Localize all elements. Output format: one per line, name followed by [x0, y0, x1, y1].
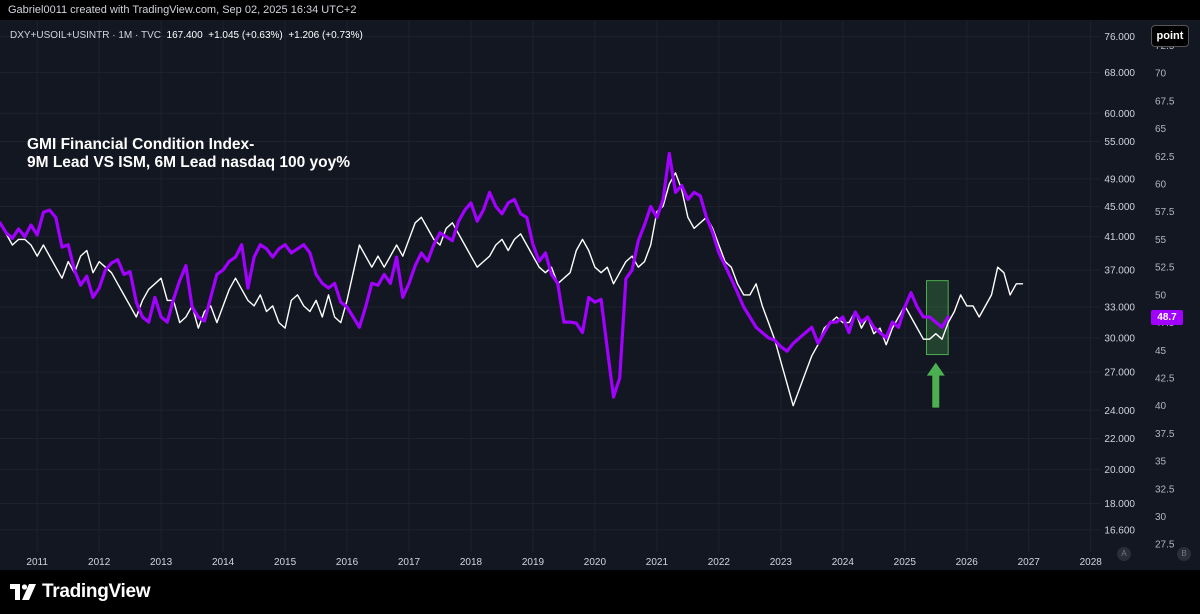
left-axis-tick-label: 55.000: [1104, 137, 1135, 148]
left-axis-tick-label: 41.000: [1104, 232, 1135, 243]
auto-scale-button[interactable]: A: [1117, 547, 1131, 561]
purple-series-line: [0, 151, 950, 399]
x-tick-label: 2019: [522, 557, 545, 568]
right-axis-tick-label: 50: [1155, 290, 1167, 301]
left-axis-tick-label: 49.000: [1104, 174, 1135, 185]
x-tick-label: 2023: [770, 557, 793, 568]
legend-change-2: +1.206 (+0.73%): [288, 30, 363, 41]
right-axis-tick-label: 42.5: [1155, 373, 1175, 384]
up-arrow: [926, 362, 945, 408]
x-tick-label: 2017: [398, 557, 421, 568]
tradingview-logo[interactable]: TradingView: [10, 580, 151, 604]
right-axis-tick-label: 37.5: [1155, 429, 1175, 440]
left-axis-tick-label: 45.000: [1104, 202, 1135, 213]
right-axis-tick-label: 65: [1155, 124, 1167, 135]
left-axis-tick-label: 60.000: [1104, 109, 1135, 120]
left-axis-tick-label: 18.000: [1104, 499, 1135, 510]
right-axis-tick-label: 45: [1155, 346, 1167, 357]
left-axis-tick-label: 68.000: [1104, 68, 1135, 79]
x-tick-label: 2022: [708, 557, 731, 568]
current-value-label: 48.7: [1151, 310, 1183, 325]
tradingview-logo-text: TradingView: [42, 581, 151, 602]
attribution-text: Gabriel0011 created with TradingView.com…: [8, 4, 357, 16]
x-tick-label: 2016: [336, 557, 359, 568]
left-axis-tick-label: 22.000: [1104, 434, 1135, 445]
x-tick-label: 2025: [894, 557, 917, 568]
x-tick-label: 2024: [832, 557, 855, 568]
legend-symbol: DXY+USOIL+USINTR · 1M · TVC: [10, 30, 161, 41]
x-tick-label: 2011: [26, 557, 48, 568]
plot-background: [0, 20, 1200, 570]
x-tick-label: 2012: [88, 557, 111, 568]
x-tick-label: 2027: [1018, 557, 1041, 568]
left-axis-tick-label: 33.000: [1104, 303, 1135, 314]
left-axis-tick-label: 37.000: [1104, 265, 1135, 276]
x-tick-label: 2014: [212, 557, 235, 568]
chart-svg[interactable]: 76.000 68.000 60.000 55.000 49.000 45.000 41.0…: [0, 20, 1200, 570]
left-axis-tick-label: 27.000: [1104, 368, 1135, 379]
left-axis-tick-label: 16.600: [1104, 525, 1135, 536]
scale-b-button[interactable]: B: [1177, 547, 1191, 561]
x-tick-label: 2026: [956, 557, 979, 568]
chart-title-line-1: GMI Financial Condition Index-: [27, 136, 255, 153]
x-tick-label: 2021: [646, 557, 669, 568]
x-tick-label: 2013: [150, 557, 173, 568]
right-axis-tick-label: 55: [1155, 235, 1167, 246]
right-axis-tick-label: 52.5: [1155, 263, 1175, 274]
right-axis-tick-label: 32.5: [1155, 484, 1175, 495]
x-tick-label: 2015: [274, 557, 297, 568]
right-axis-tick-label: 60: [1155, 180, 1167, 191]
vertical-grid: [36, 20, 1092, 552]
chart-title-line-2: 9M Lead VS ISM, 6M Lead nasdaq 100 yoy%: [27, 154, 351, 171]
symbol-legend: DXY+USOIL+USINTR · 1M · TVC 167.400 +1.0…: [10, 30, 363, 41]
x-tick-label: 2020: [584, 557, 607, 568]
footer: TradingView: [0, 570, 1200, 614]
horizontal-grid: [0, 36, 1100, 531]
left-axis-tick-label: 20.000: [1104, 465, 1135, 476]
chart-area[interactable]: 76.000 68.000 60.000 55.000 49.000 45.000 41.0…: [0, 20, 1200, 570]
right-axis-tick-label: 70: [1155, 69, 1167, 80]
left-price-axis[interactable]: 76.000 68.000 60.000 55.000 49.000 45.000 41.0…: [1104, 32, 1135, 536]
right-axis-tick-label: 62.5: [1155, 152, 1175, 163]
tradingview-logo-icon: [10, 584, 36, 600]
left-axis-tick-label: 24.000: [1104, 406, 1135, 417]
right-axis-tick-label: 40: [1155, 401, 1167, 412]
series-layer: [0, 151, 1024, 407]
left-axis-tick-label: 76.000: [1104, 32, 1135, 43]
x-tick-label: 2028: [1080, 557, 1103, 568]
point-mode-button[interactable]: point: [1151, 25, 1189, 47]
right-axis-tick-label: 27.5: [1155, 540, 1175, 551]
right-axis-tick-label: 35: [1155, 457, 1167, 468]
legend-change-1: +1.045 (+0.63%): [208, 30, 283, 41]
left-axis-tick-label: 30.000: [1104, 333, 1135, 344]
x-tick-label: 2018: [460, 557, 483, 568]
legend-last-value: 167.400: [166, 30, 203, 41]
right-axis-tick-label: 30: [1155, 512, 1167, 523]
right-axis-tick-label: 57.5: [1155, 207, 1175, 218]
right-axis-tick-label: 67.5: [1155, 96, 1175, 107]
attribution-bar: Gabriel0011 created with TradingView.com…: [0, 0, 1200, 20]
time-axis[interactable]: 2011 2012 2013 2014 2015 2016 2017 2018 2019 2020…: [26, 557, 1102, 568]
